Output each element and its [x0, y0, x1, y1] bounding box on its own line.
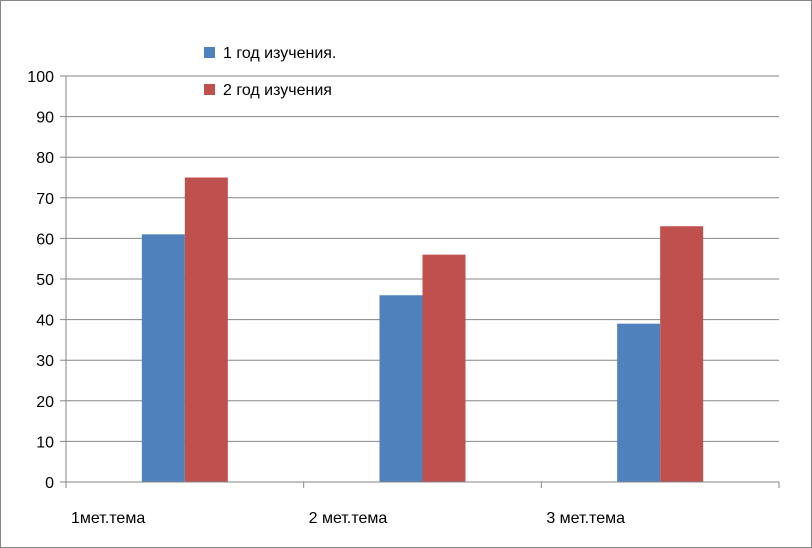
x-category-labels: 1мет.тема 2 мет.тема 3 мет.тема: [71, 510, 625, 527]
legend-label: 2 год изучения: [223, 82, 332, 99]
y-tick-label: 50: [36, 272, 54, 289]
y-tick-label: 100: [27, 69, 54, 86]
bar-series1-1: [141, 234, 185, 482]
y-tick-label: 30: [36, 353, 54, 370]
y-tick-labels: 0 10 20 30 40 50 60 70 80 90 100: [27, 69, 54, 492]
y-tick-label: 90: [36, 110, 54, 127]
x-category-label: 1мет.тема: [71, 510, 145, 527]
legend-swatch: [204, 84, 215, 95]
x-category-label: 2 мет.тема: [309, 510, 388, 527]
y-tick-label: 10: [36, 434, 54, 451]
y-tick-label: 70: [36, 191, 54, 208]
bar-series2-2: [422, 254, 466, 482]
bars: [141, 177, 704, 482]
y-tick-label: 40: [36, 313, 54, 330]
legend-label: 1 год изучения.: [223, 45, 336, 62]
bar-series2-3: [660, 226, 704, 482]
y-tick-label: 80: [36, 150, 54, 167]
x-category-label: 3 мет.тема: [546, 510, 625, 527]
y-tick-label: 20: [36, 394, 54, 411]
bar-series2-1: [184, 177, 228, 482]
axes: [65, 76, 780, 488]
y-tick-label: 60: [36, 231, 54, 248]
legend-swatch: [204, 47, 215, 58]
bar-series1-3: [617, 323, 661, 482]
legend: 1 год изучения. 2 год изучения: [204, 45, 336, 99]
y-tick-label: 0: [45, 475, 54, 492]
bar-series1-2: [379, 295, 423, 482]
